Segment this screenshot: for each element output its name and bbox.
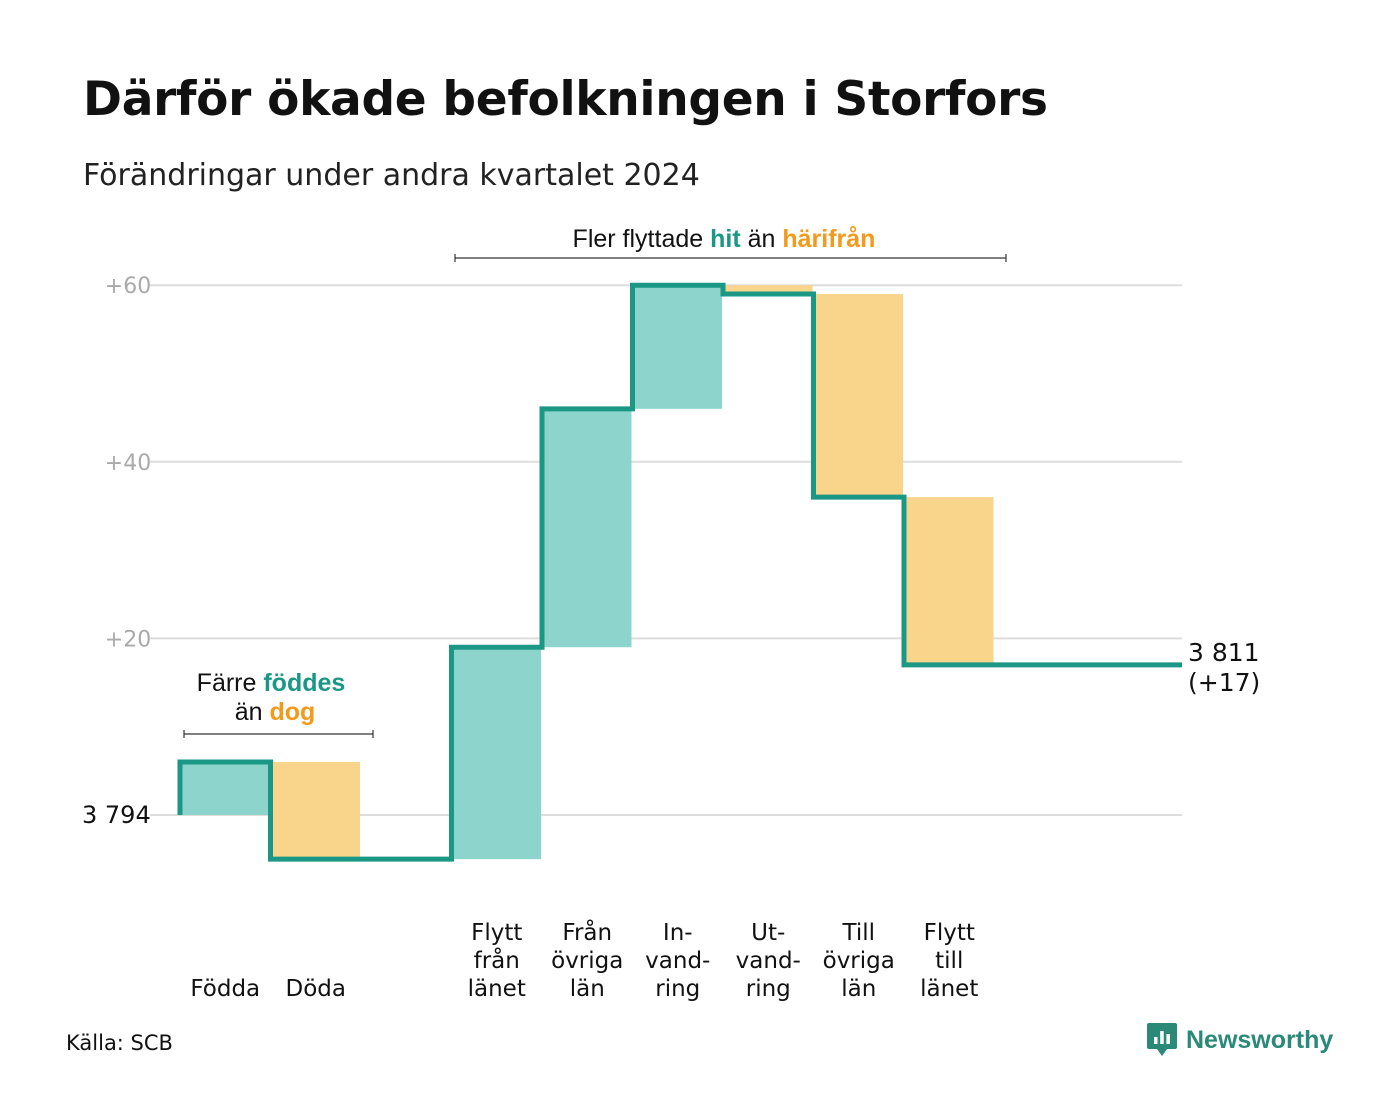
annotation-births-line1: Färre föddes [197,669,346,697]
bar [271,762,360,860]
bar [905,497,994,665]
source-note: Källa: SCB [66,1031,173,1055]
category-label: Ut-vand-ring [736,920,801,1002]
category-label: Till övriga län [823,920,895,1002]
annotation-migration: Fler flyttade hit än härifrån [454,225,1007,262]
bar [543,408,632,648]
annotation-text: Färre [197,669,264,697]
brand-name: Newsworthy [1186,1025,1334,1054]
bar [814,294,903,498]
category-label-line: till [935,948,963,974]
category-label-line: län [841,976,876,1002]
category-label: Från övriga län [551,918,623,1002]
annotation-births-line2: än dog [235,698,316,726]
annotation-migration-text: Fler flyttade hit än härifrån [573,225,876,253]
y-tick-label: +60 [105,274,151,299]
y-tick-label: +40 [105,451,151,476]
newsworthy-logo-icon [1147,1023,1177,1056]
end-value-label: 3 811 [1188,638,1260,667]
category-label-line: vand- [645,948,710,974]
category-label-line: Födda [190,976,260,1002]
category-label-line: Från [562,918,612,946]
annotation-highlight-out: härifrån [782,225,875,253]
y-tick-label: +20 [105,627,151,652]
category-label-line: ring [746,976,791,1002]
category-label-line: länet [468,976,526,1002]
annotation-highlight-in: hit [710,225,741,253]
chart-subtitle: Förändringar under andra kvartalet 2024 [83,158,700,193]
category-label: In-vand-ring [645,920,710,1002]
cumulative-step-line [177,282,1182,862]
bar [724,285,813,295]
category-label-line: Ut- [751,920,785,946]
category-label-line: Till [841,920,875,946]
annotation-highlight-births: föddes [263,669,345,697]
annotation-text: än [741,225,783,253]
category-label-line: ring [655,976,700,1002]
category-label-line: länet [920,976,978,1002]
category-label-line: övriga [823,948,895,974]
annotation-text: Fler flyttade [573,225,711,253]
category-label-line: vand- [736,948,801,974]
chart-title: Därför ökade befolkningen i Storfors [83,72,1048,127]
brand-logo: Newsworthy [1146,1022,1333,1058]
end-change-label: (+17) [1188,668,1260,697]
category-label-line: In- [663,920,693,946]
bar [452,647,541,860]
category-label-line: Flytt [471,920,522,946]
bar [181,762,270,815]
category-label: Flytt från länet [468,920,526,1002]
category-label-line: övriga [551,948,623,974]
category-label-line: Flytt [924,920,975,946]
category-label: Döda [286,976,346,1002]
category-label-line: län [570,976,605,1002]
annotation-highlight-deaths: dog [269,698,315,726]
category-label-line: Döda [286,976,346,1002]
bar [633,285,722,409]
category-label-line: från [474,946,520,974]
start-value-label: 3 794 [82,801,151,829]
category-label: Födda [190,976,260,1002]
annotation-text: än [235,698,270,726]
category-label: Flytt till länet [920,920,978,1002]
